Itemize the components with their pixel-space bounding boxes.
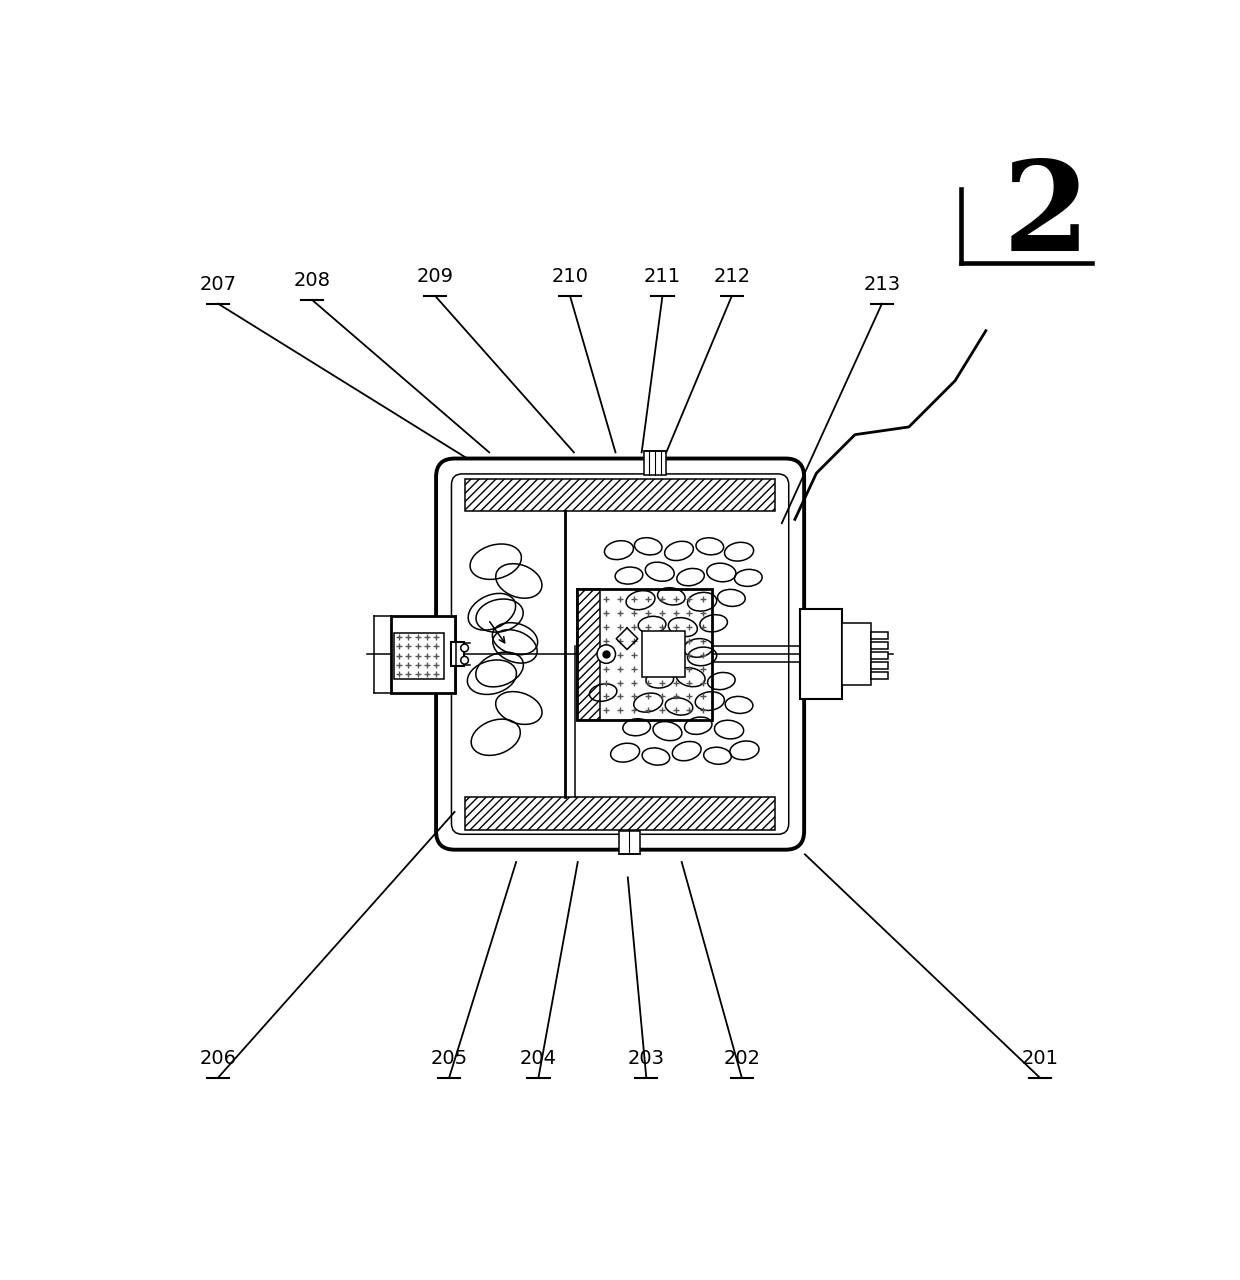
- Text: 206: 206: [200, 1048, 237, 1068]
- Text: 202: 202: [723, 1048, 760, 1068]
- Bar: [872, 652, 888, 659]
- Bar: [465, 797, 775, 829]
- Text: 207: 207: [200, 275, 237, 293]
- Bar: [800, 609, 842, 699]
- Bar: [642, 631, 684, 677]
- Text: 201: 201: [1022, 1048, 1058, 1068]
- Bar: [872, 641, 888, 649]
- Bar: [872, 632, 888, 639]
- Bar: [451, 641, 464, 667]
- Bar: [644, 451, 666, 475]
- Bar: [577, 589, 600, 719]
- Text: 212: 212: [713, 268, 750, 285]
- Circle shape: [461, 657, 469, 664]
- Bar: [619, 831, 640, 854]
- Bar: [872, 662, 888, 668]
- Text: 211: 211: [644, 268, 681, 285]
- Text: 208: 208: [294, 271, 331, 289]
- Bar: [394, 632, 444, 678]
- Text: 2: 2: [1002, 156, 1090, 278]
- Bar: [392, 616, 455, 692]
- Text: 209: 209: [417, 268, 454, 285]
- Text: 213: 213: [863, 275, 900, 293]
- Text: 205: 205: [430, 1048, 467, 1068]
- Bar: [465, 479, 775, 511]
- Bar: [872, 672, 888, 678]
- Circle shape: [596, 645, 615, 663]
- Bar: [577, 589, 712, 719]
- Circle shape: [461, 644, 469, 652]
- Text: 204: 204: [520, 1048, 557, 1068]
- Text: 210: 210: [552, 268, 589, 285]
- Bar: [842, 623, 872, 685]
- Text: 203: 203: [627, 1048, 665, 1068]
